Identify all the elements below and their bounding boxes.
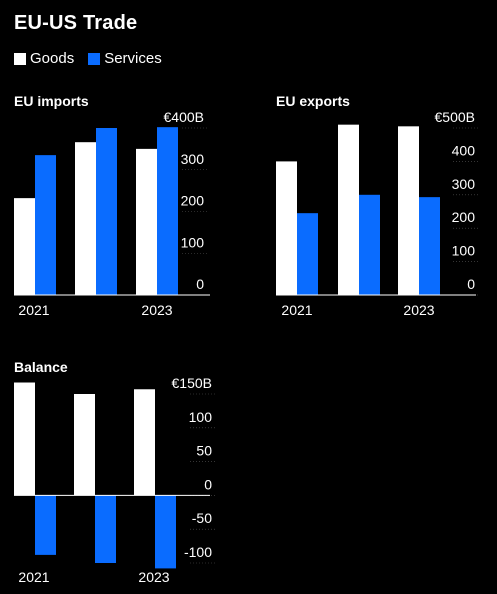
bar-services-2023 — [155, 495, 176, 569]
y-tick-label: €400B — [164, 109, 204, 125]
y-tick-label: 200 — [452, 209, 476, 225]
page-title: EU-US Trade — [14, 12, 138, 34]
legend-swatch-goods — [14, 52, 26, 65]
y-tick-label: 400 — [452, 142, 476, 158]
y-tick-label: 100 — [181, 234, 205, 250]
y-tick-label: €500B — [435, 109, 475, 125]
bar-goods-2023 — [136, 148, 157, 295]
chart-title: Balance — [14, 359, 68, 375]
x-tick-label: 2021 — [18, 302, 49, 318]
bar-services-2021 — [297, 213, 318, 295]
bar-services-2023 — [157, 127, 178, 295]
chart-eu-exports: EU exports 0 100 200 300 400 €500B 2021 2023 — [276, 93, 479, 318]
y-tick-label: €150B — [172, 375, 212, 391]
x-tick-label: 2023 — [138, 569, 169, 585]
chart-title: EU exports — [276, 93, 350, 109]
chart-title: EU imports — [14, 93, 89, 109]
y-tick-label: 0 — [204, 476, 212, 492]
bar-goods-2022 — [75, 142, 96, 295]
y-tick-label: -50 — [192, 510, 212, 526]
bar-goods-2023 — [398, 126, 419, 295]
legend-swatch-services — [88, 52, 101, 65]
bar-services-2022 — [95, 495, 116, 563]
y-tick-label: 0 — [467, 276, 475, 292]
bar-goods-2022 — [74, 394, 95, 496]
legend-item-goods: Goods — [14, 50, 74, 67]
x-tick-label: 2023 — [403, 302, 434, 318]
y-tick-label: 100 — [452, 243, 476, 259]
x-tick-label: 2021 — [18, 569, 49, 585]
bar-services-2022 — [359, 194, 380, 295]
bar-goods-2023 — [134, 389, 155, 496]
y-tick-label: 0 — [196, 276, 204, 292]
x-tick-label: 2021 — [281, 302, 312, 318]
x-tick-label: 2023 — [141, 302, 172, 318]
legend-label-goods: Goods — [30, 50, 75, 67]
y-tick-label: 50 — [196, 443, 212, 459]
y-tick-label: 200 — [181, 193, 205, 209]
bar-goods-2022 — [338, 124, 359, 295]
chart-balance: Balance -100 -50 0 50 100 €150B 2021 2023 — [14, 359, 216, 585]
y-tick-label: 300 — [181, 151, 205, 167]
y-tick-label: 100 — [189, 409, 213, 425]
bar-services-2023 — [419, 197, 440, 295]
bar-services-2021 — [35, 155, 56, 295]
y-tick-label: -100 — [184, 544, 212, 560]
bar-services-2021 — [35, 495, 56, 555]
legend-item-services: Services — [88, 50, 162, 67]
bar-goods-2021 — [14, 198, 35, 295]
y-tick-label: 300 — [452, 176, 476, 192]
bar-goods-2021 — [276, 161, 297, 295]
chart-eu-imports: EU imports 0 100 200 300 €400B 2021 2023 — [14, 93, 210, 318]
legend-label-services: Services — [104, 50, 162, 67]
legend: Goods Services — [14, 50, 176, 67]
bar-goods-2021 — [14, 382, 35, 496]
bar-services-2022 — [96, 128, 117, 295]
